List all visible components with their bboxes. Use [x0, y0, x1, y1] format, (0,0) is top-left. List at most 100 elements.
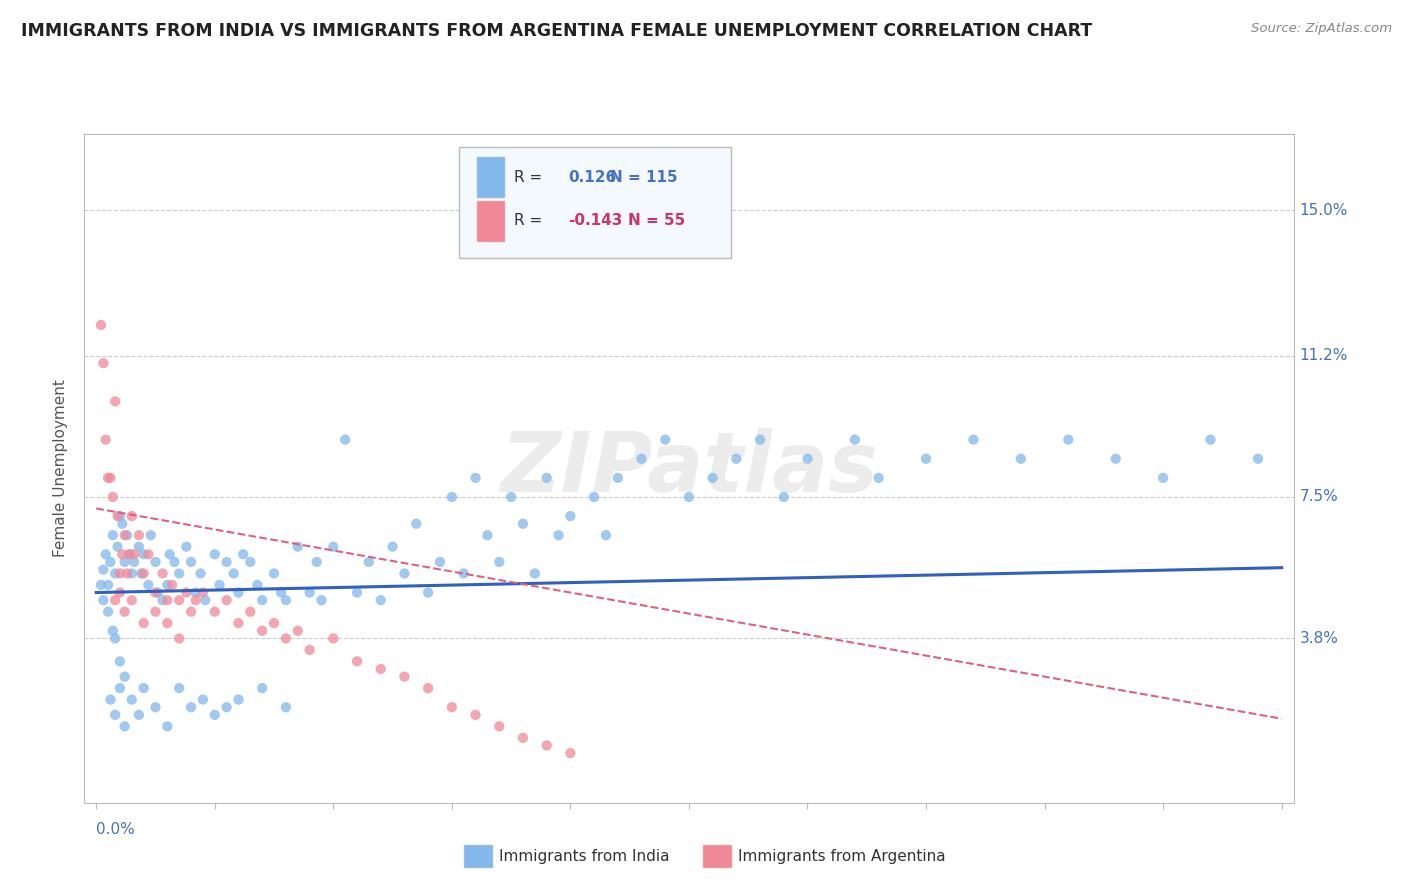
- Point: [180, 555, 202, 569]
- Point: [121, 566, 143, 581]
- Point: [152, 566, 174, 581]
- Point: [394, 670, 416, 684]
- Point: [749, 433, 772, 447]
- Point: [204, 707, 226, 722]
- Text: -0.143: -0.143: [568, 213, 623, 228]
- Point: [156, 593, 179, 607]
- Point: [97, 578, 120, 592]
- Point: [263, 566, 285, 581]
- Point: [228, 585, 250, 599]
- Point: [844, 433, 866, 447]
- Point: [114, 528, 136, 542]
- Y-axis label: Female Unemployment: Female Unemployment: [53, 379, 69, 558]
- Point: [132, 547, 155, 561]
- Point: [583, 490, 606, 504]
- Point: [101, 490, 124, 504]
- Point: [394, 566, 416, 581]
- Point: [418, 585, 440, 599]
- Point: [121, 593, 143, 607]
- Point: [194, 593, 217, 607]
- Point: [239, 555, 262, 569]
- Point: [464, 471, 486, 485]
- Point: [606, 471, 628, 485]
- Point: [191, 692, 214, 706]
- Point: [488, 719, 510, 733]
- Point: [274, 700, 297, 714]
- Point: [868, 471, 890, 485]
- Bar: [478, 201, 503, 241]
- Point: [1010, 451, 1032, 466]
- Point: [311, 593, 333, 607]
- Text: 3.8%: 3.8%: [1299, 631, 1339, 646]
- Point: [156, 719, 179, 733]
- Point: [145, 555, 167, 569]
- Point: [180, 605, 202, 619]
- Text: 0.126: 0.126: [568, 169, 616, 185]
- Point: [104, 394, 127, 409]
- Point: [108, 566, 131, 581]
- Point: [101, 624, 124, 638]
- Point: [104, 707, 127, 722]
- Point: [100, 471, 122, 485]
- Point: [322, 632, 344, 646]
- Point: [128, 528, 150, 542]
- Bar: [478, 157, 503, 197]
- Point: [167, 681, 190, 695]
- Point: [145, 585, 167, 599]
- Point: [512, 516, 534, 531]
- Point: [215, 555, 238, 569]
- Point: [381, 540, 404, 554]
- Text: 0.0%: 0.0%: [96, 822, 135, 837]
- Point: [287, 624, 309, 638]
- Point: [287, 540, 309, 554]
- Point: [228, 692, 250, 706]
- Point: [440, 700, 463, 714]
- Point: [440, 490, 463, 504]
- Point: [215, 700, 238, 714]
- Point: [128, 540, 150, 554]
- Point: [94, 547, 117, 561]
- Point: [702, 471, 724, 485]
- Point: [1105, 451, 1128, 466]
- Point: [772, 490, 794, 504]
- Point: [346, 654, 368, 668]
- Point: [101, 528, 124, 542]
- Point: [654, 433, 676, 447]
- Point: [191, 585, 214, 599]
- Point: [176, 585, 198, 599]
- Text: IMMIGRANTS FROM INDIA VS IMMIGRANTS FROM ARGENTINA FEMALE UNEMPLOYMENT CORRELATI: IMMIGRANTS FROM INDIA VS IMMIGRANTS FROM…: [21, 22, 1092, 40]
- Point: [536, 471, 558, 485]
- Point: [725, 451, 748, 466]
- Point: [97, 471, 120, 485]
- Point: [180, 700, 202, 714]
- Text: N = 55: N = 55: [628, 213, 686, 228]
- Text: 11.2%: 11.2%: [1299, 348, 1348, 363]
- Point: [346, 585, 368, 599]
- Point: [246, 578, 269, 592]
- Point: [1247, 451, 1270, 466]
- Point: [215, 593, 238, 607]
- Point: [453, 566, 475, 581]
- Point: [595, 528, 617, 542]
- Point: [91, 593, 114, 607]
- Point: [250, 624, 273, 638]
- Point: [796, 451, 818, 466]
- Point: [298, 585, 321, 599]
- Point: [274, 593, 297, 607]
- Point: [204, 547, 226, 561]
- Point: [104, 566, 127, 581]
- Point: [464, 707, 486, 722]
- Point: [114, 670, 136, 684]
- Point: [239, 605, 262, 619]
- Point: [90, 578, 112, 592]
- Point: [107, 509, 129, 524]
- Point: [138, 578, 160, 592]
- Point: [547, 528, 569, 542]
- Point: [523, 566, 546, 581]
- Point: [159, 547, 181, 561]
- Point: [114, 555, 136, 569]
- Point: [115, 528, 138, 542]
- Point: [111, 516, 134, 531]
- Point: [250, 681, 273, 695]
- Point: [405, 516, 427, 531]
